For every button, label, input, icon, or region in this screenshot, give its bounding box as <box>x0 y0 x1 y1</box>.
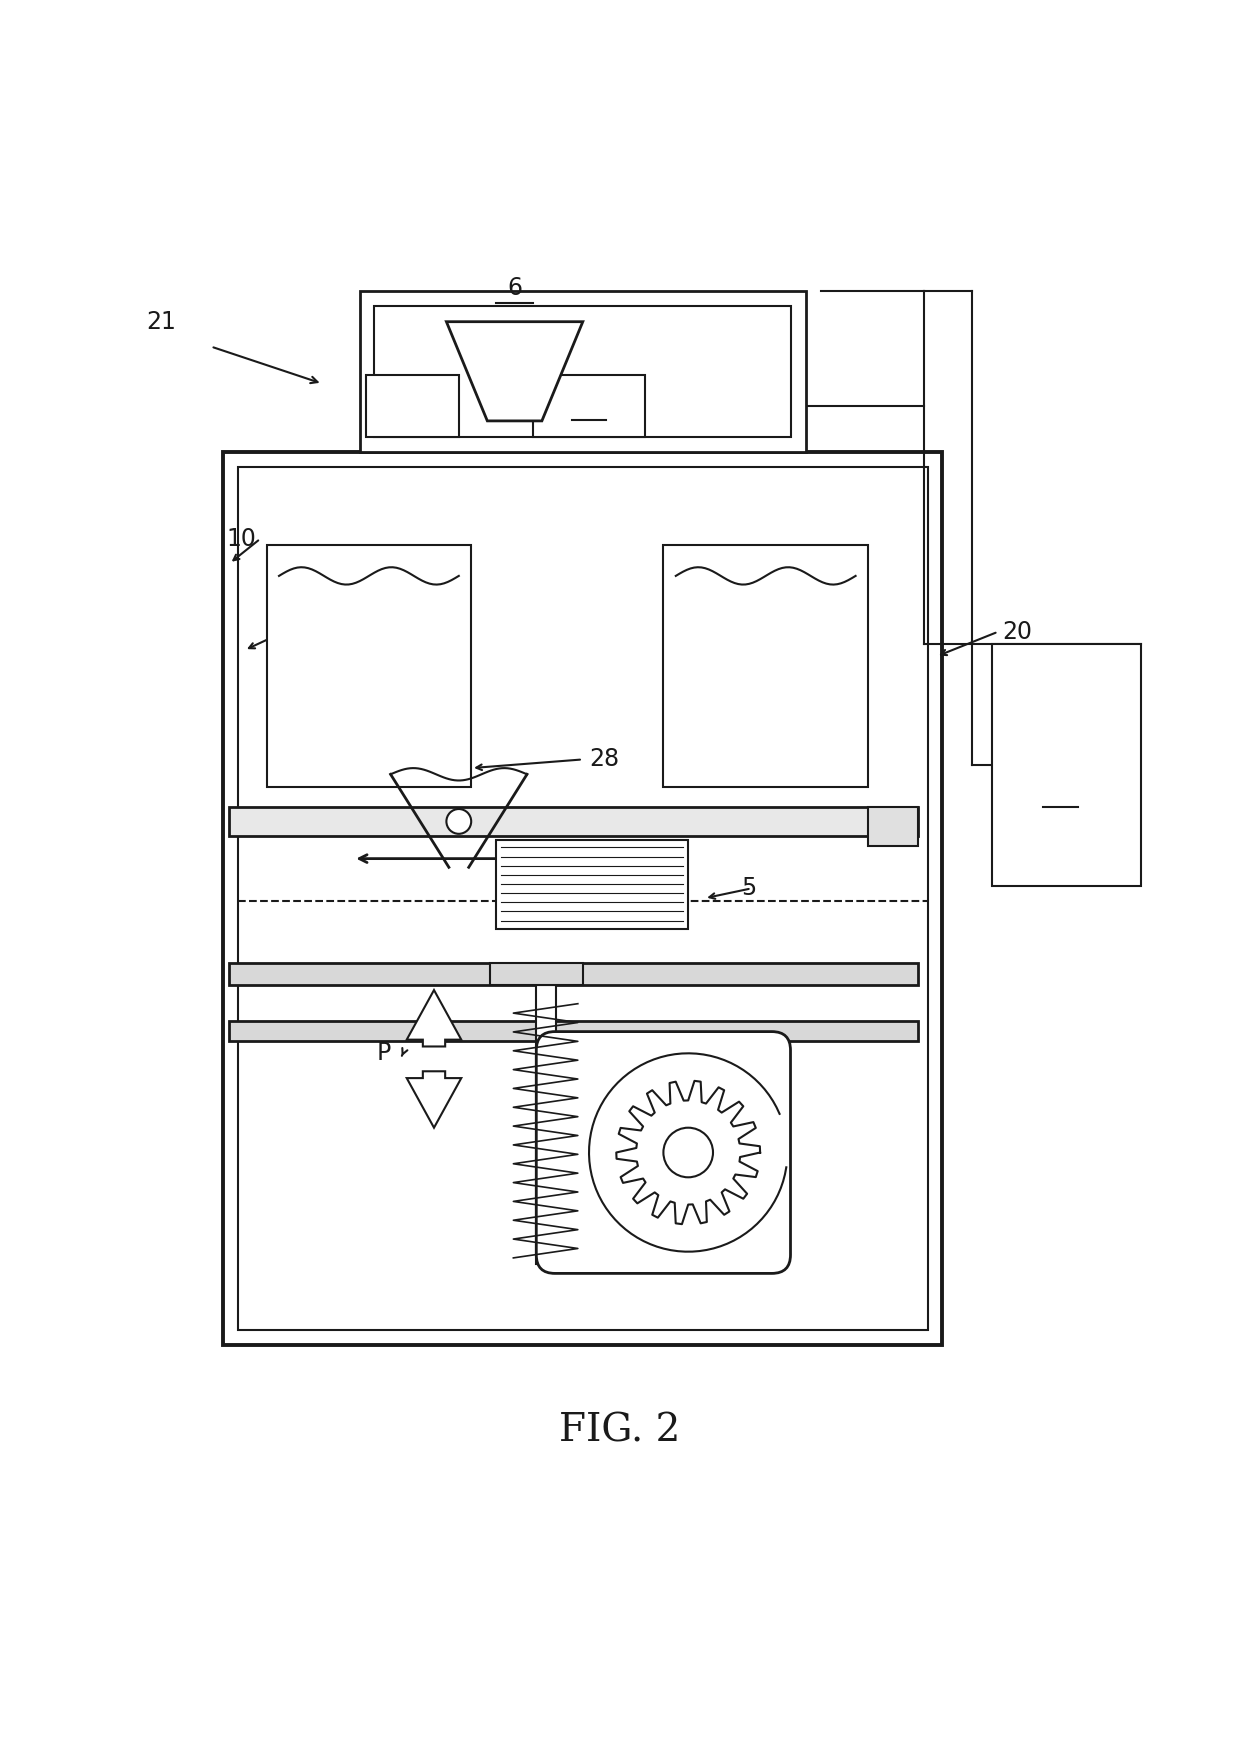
Polygon shape <box>446 321 583 421</box>
Bar <box>229 807 918 837</box>
Text: 14: 14 <box>711 694 740 718</box>
Bar <box>366 376 459 437</box>
Bar <box>663 545 868 786</box>
Bar <box>229 1020 918 1041</box>
Text: P: P <box>377 1041 391 1066</box>
Text: 2: 2 <box>278 613 293 638</box>
Bar <box>238 466 928 1329</box>
Bar <box>360 290 806 452</box>
Bar <box>533 376 645 437</box>
FancyBboxPatch shape <box>536 1031 791 1274</box>
Bar <box>868 807 918 846</box>
Text: 3: 3 <box>639 846 653 870</box>
Text: 20: 20 <box>1002 620 1032 643</box>
Polygon shape <box>407 1071 461 1129</box>
Text: 6: 6 <box>507 276 522 300</box>
Circle shape <box>663 1129 713 1177</box>
Bar <box>267 545 471 786</box>
Text: 7: 7 <box>582 395 596 418</box>
Bar <box>490 963 583 985</box>
Text: 4: 4 <box>327 694 342 718</box>
Bar <box>992 645 1141 886</box>
Bar <box>536 985 556 1265</box>
Text: 10: 10 <box>227 526 257 550</box>
Bar <box>496 840 688 929</box>
Text: 5: 5 <box>742 877 756 900</box>
Text: 8: 8 <box>1053 781 1068 805</box>
Polygon shape <box>407 991 461 1046</box>
Bar <box>229 963 918 985</box>
Bar <box>374 306 791 437</box>
Circle shape <box>446 809 471 833</box>
Text: 28: 28 <box>589 748 619 772</box>
Bar <box>223 452 942 1345</box>
Text: 21: 21 <box>146 309 176 334</box>
Text: FIG. 2: FIG. 2 <box>559 1413 681 1450</box>
